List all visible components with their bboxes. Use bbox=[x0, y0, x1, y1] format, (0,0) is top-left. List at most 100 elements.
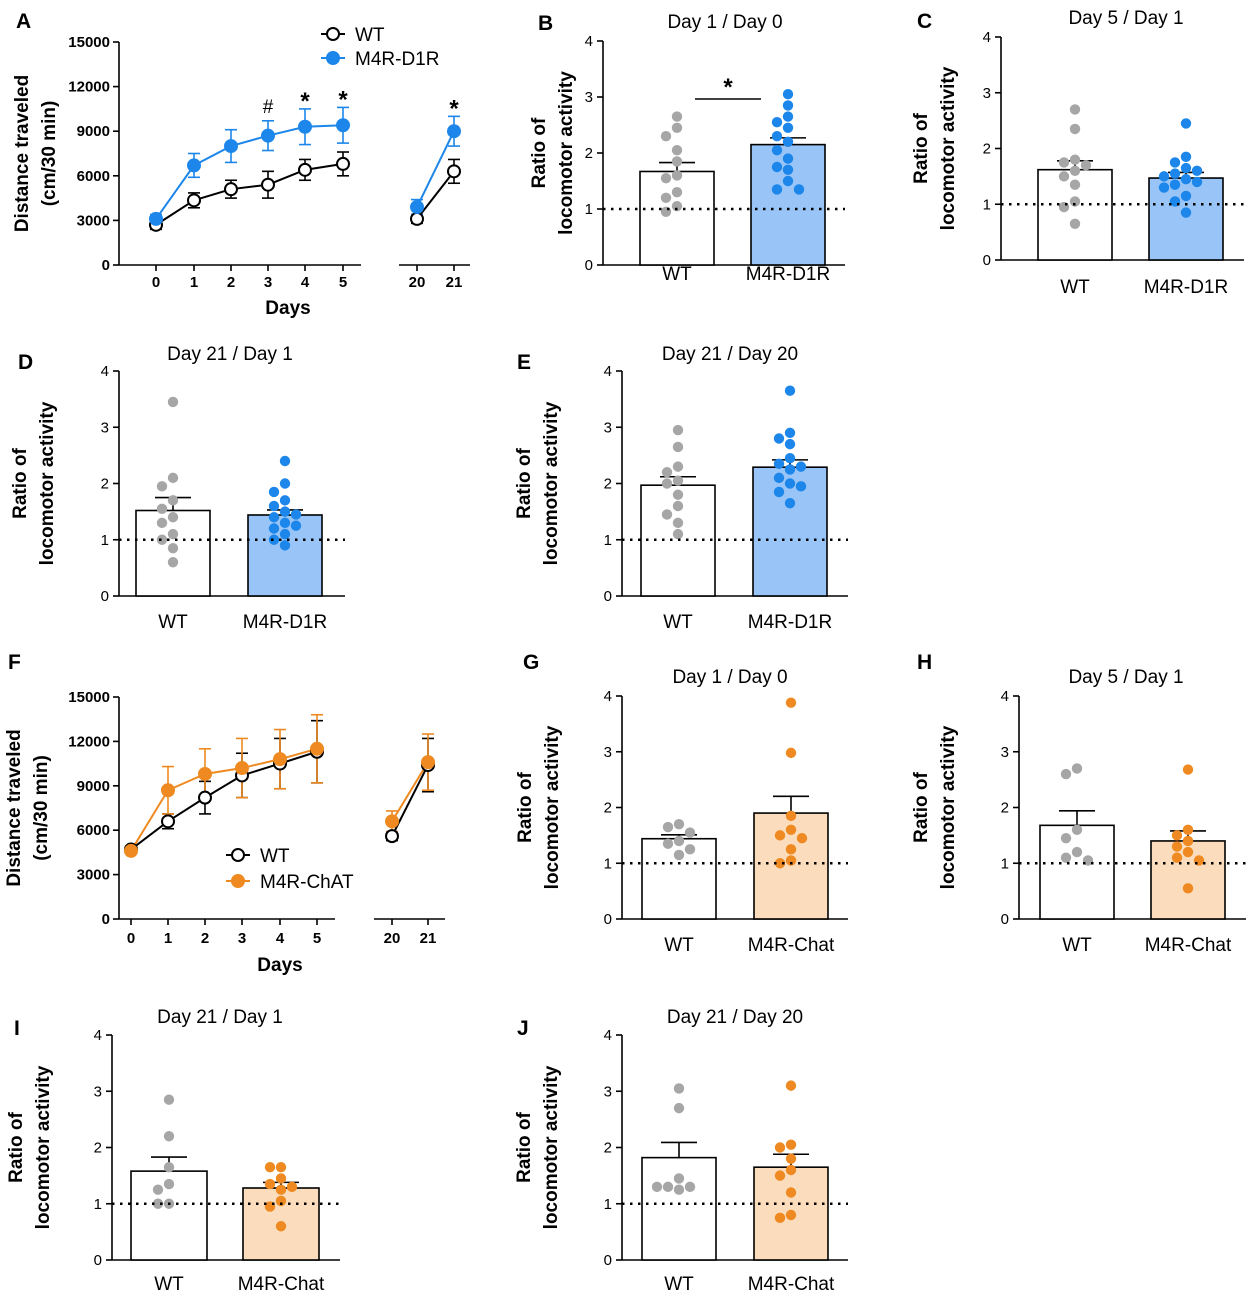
data-point bbox=[156, 534, 168, 545]
y-tick-label: 0 bbox=[983, 252, 991, 269]
data-point bbox=[673, 1184, 685, 1195]
data-point bbox=[268, 486, 280, 498]
x-tick-label: 1 bbox=[164, 930, 172, 947]
data-point bbox=[661, 478, 673, 489]
legend-label: M4R-ChAT bbox=[260, 872, 354, 893]
data-point bbox=[1171, 852, 1183, 863]
y-tick-label: 0 bbox=[604, 911, 612, 928]
data-point bbox=[163, 1178, 175, 1190]
data-point bbox=[672, 528, 684, 540]
x-tick-label: 2 bbox=[201, 930, 209, 947]
data-point bbox=[1182, 846, 1194, 858]
x-category-label: WT bbox=[158, 612, 188, 633]
y-tick-label: 4 bbox=[94, 1027, 102, 1044]
data-point bbox=[782, 122, 794, 133]
y-tick-label: 3 bbox=[604, 744, 612, 761]
significance-star: * bbox=[723, 74, 733, 101]
x-category-label: WT bbox=[1062, 935, 1092, 956]
data-point bbox=[771, 184, 783, 195]
data-point bbox=[782, 175, 794, 187]
data-point bbox=[784, 452, 796, 464]
data-point bbox=[795, 461, 807, 472]
data-point bbox=[1069, 104, 1081, 115]
data-point bbox=[1158, 171, 1170, 182]
panel-title: Day 1 / Day 0 bbox=[667, 12, 782, 33]
y-tick-label: 4 bbox=[585, 33, 593, 50]
data-point bbox=[785, 855, 797, 866]
data-point bbox=[1180, 190, 1192, 202]
data-point bbox=[785, 1187, 797, 1198]
legend-marker bbox=[231, 874, 245, 888]
data-point bbox=[1069, 218, 1081, 229]
series-line-mutant bbox=[155, 124, 344, 220]
y-axis-label: locomotor activity bbox=[33, 1065, 54, 1229]
x-tick-label: 5 bbox=[339, 274, 347, 291]
data-point bbox=[1060, 852, 1072, 863]
data-point-mutant bbox=[336, 118, 350, 133]
significance-marker: # bbox=[263, 97, 274, 118]
x-tick-label: 20 bbox=[409, 274, 426, 291]
series-line-wt bbox=[155, 162, 344, 226]
x-tick-label: 21 bbox=[446, 274, 463, 291]
y-tick-label: 0 bbox=[585, 257, 593, 274]
data-point bbox=[167, 542, 179, 554]
y-tick-label: 0 bbox=[102, 911, 110, 928]
data-point bbox=[684, 844, 696, 855]
data-point bbox=[782, 111, 794, 122]
y-tick-label: 1 bbox=[604, 855, 612, 872]
data-point-mutant bbox=[261, 128, 275, 143]
data-point bbox=[672, 489, 684, 500]
data-point bbox=[1169, 179, 1181, 190]
legend-label: WT bbox=[260, 846, 290, 867]
data-point bbox=[672, 441, 684, 453]
data-point bbox=[1169, 168, 1181, 179]
y-tick-label: 4 bbox=[1001, 688, 1009, 705]
data-point bbox=[672, 475, 684, 486]
data-point-wt bbox=[224, 182, 238, 197]
data-point bbox=[796, 832, 808, 844]
data-point bbox=[771, 161, 783, 173]
data-point bbox=[785, 810, 797, 822]
y-axis-label: locomotor activity bbox=[556, 71, 577, 235]
data-point bbox=[1069, 196, 1081, 207]
x-tick-label: 0 bbox=[127, 930, 135, 947]
data-point bbox=[163, 1094, 175, 1105]
significance-marker: * bbox=[449, 95, 459, 122]
data-point-wt bbox=[198, 790, 212, 805]
data-point bbox=[793, 184, 805, 195]
data-point bbox=[771, 145, 783, 156]
data-point bbox=[167, 557, 179, 568]
data-point bbox=[167, 528, 179, 540]
data-point bbox=[784, 464, 796, 475]
data-point bbox=[774, 1212, 786, 1224]
data-point bbox=[1058, 157, 1070, 168]
panel-title: Day 21 / Day 20 bbox=[662, 344, 798, 365]
data-point bbox=[279, 455, 291, 467]
x-tick-label: 20 bbox=[384, 930, 401, 947]
data-point bbox=[660, 206, 672, 217]
data-point bbox=[264, 1161, 276, 1173]
data-point bbox=[671, 156, 683, 167]
data-point bbox=[163, 1131, 175, 1142]
x-category-label: WT bbox=[664, 1274, 694, 1295]
panel-title: Day 21 / Day 1 bbox=[167, 344, 293, 365]
data-point bbox=[1060, 832, 1072, 844]
panel-F: F 0 3000 6000 9000 12000 15000 Distance travele… bbox=[4, 651, 445, 976]
panel-H: H Day 5 / Day 1 0 1 2 3 4 Ratio of locomotor act… bbox=[911, 651, 1246, 956]
y-tick-label: 15000 bbox=[68, 689, 110, 706]
panel-A: A 0 3000 6000 9000 12000 15000 Distance travele… bbox=[12, 10, 470, 319]
data-point bbox=[1182, 824, 1194, 835]
y-tick-label: 3 bbox=[101, 419, 109, 436]
data-point-mutant bbox=[273, 752, 287, 767]
panel-J: J Day 21 / Day 20 0 1 2 3 4 Ratio of locomotor a… bbox=[514, 1007, 848, 1295]
data-point bbox=[1071, 763, 1083, 774]
data-point bbox=[1191, 176, 1203, 188]
data-point bbox=[1180, 118, 1192, 129]
data-point bbox=[152, 1184, 164, 1195]
data-point bbox=[671, 170, 683, 181]
x-category-label: M4R-D1R bbox=[748, 612, 832, 633]
data-point bbox=[784, 385, 796, 396]
data-point bbox=[1180, 162, 1192, 174]
data-point bbox=[167, 396, 179, 408]
data-point bbox=[662, 838, 674, 849]
